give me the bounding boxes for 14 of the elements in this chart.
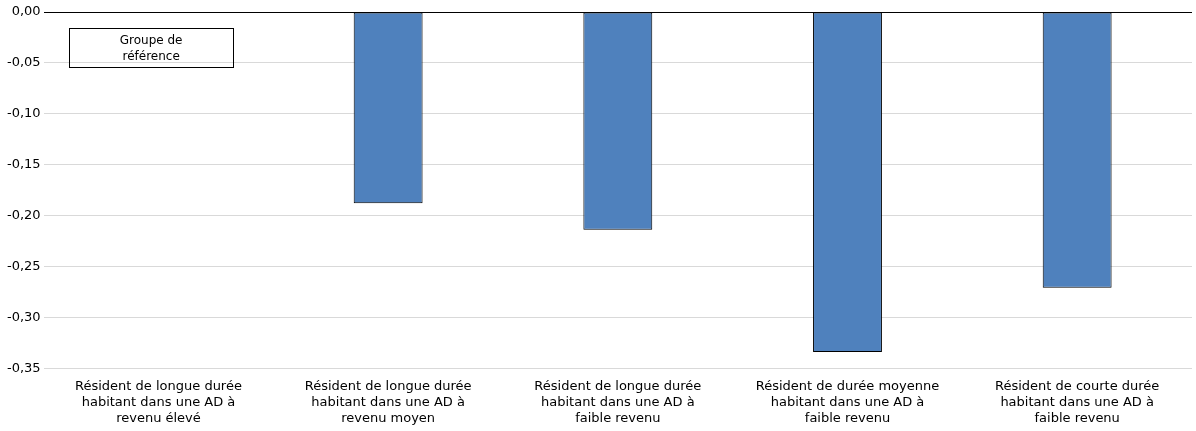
y-tick-label: -0,20 xyxy=(7,206,41,222)
y-tick-label: -0,05 xyxy=(7,54,41,70)
x-tick-label: Résident de courte durée habitant dans une AD à faible revenu xyxy=(994,378,1160,425)
y-tick-label: 0,00 xyxy=(11,3,41,19)
y-tick-label: -0,30 xyxy=(7,308,41,324)
x-tick-label: Résident de longue durée habitant dans une AD à faible revenu xyxy=(534,378,702,425)
note-box: Groupe de référence xyxy=(68,28,234,68)
x-tick-label: Résident de durée moyenne habitant dans une AD à faible revenu xyxy=(755,378,940,425)
y-tick-label: -0,25 xyxy=(7,257,41,273)
x-tick-label: Résident de longue durée habitant dans une AD à revenu moyen xyxy=(304,378,472,425)
x-tick-label: Résident de longue durée habitant dans une AD à revenu élevé xyxy=(75,378,242,425)
y-tick-label: -0,15 xyxy=(7,156,41,172)
y-tick-label: -0,10 xyxy=(7,105,41,121)
y-tick-label: -0,35 xyxy=(7,359,41,375)
